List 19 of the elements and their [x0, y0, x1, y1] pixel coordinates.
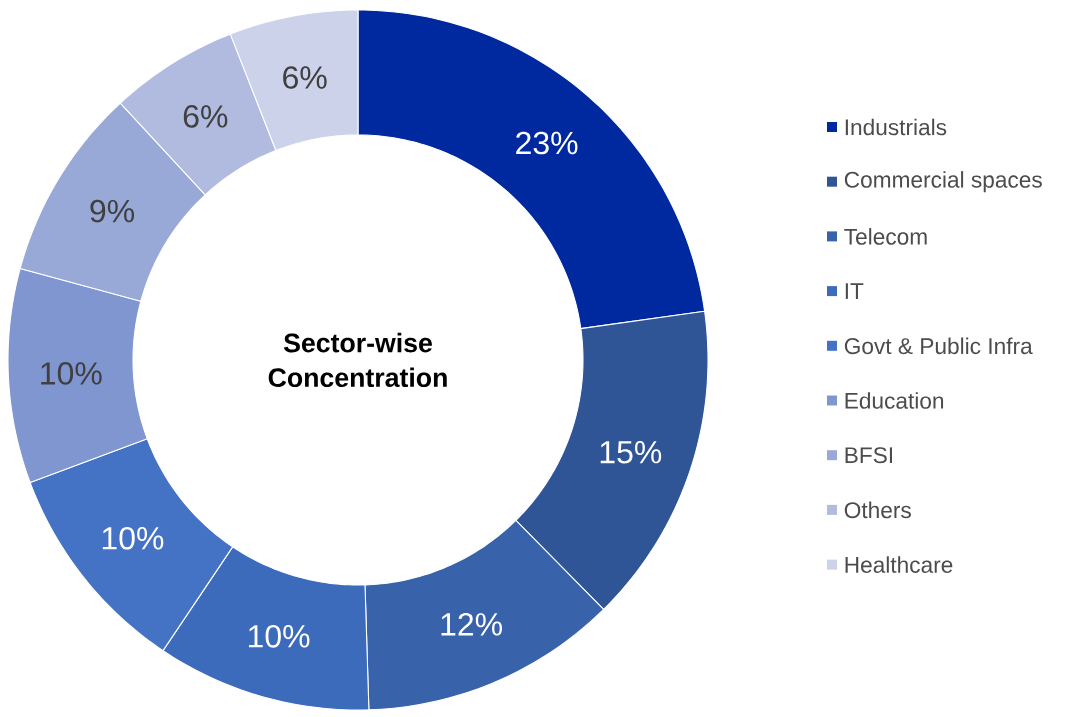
legend-label: BFSI: [845, 447, 893, 464]
data-label: 23%: [516, 131, 578, 155]
legend-label: Commercial spaces: [844, 171, 1042, 193]
data-label: 15%: [600, 440, 662, 464]
data-label: 10%: [248, 624, 310, 648]
data-label: 6%: [183, 105, 228, 128]
legend-label: Others: [844, 501, 911, 519]
legend-label: Education: [845, 392, 944, 409]
legend-label: Govt & Public Infra: [844, 337, 1033, 355]
legend-label: Telecom: [844, 228, 927, 245]
data-label: 10%: [102, 526, 164, 550]
text: Sector-wise Concentration: [268, 332, 447, 388]
legend-label: Healthcare: [845, 556, 953, 573]
data-label: 9%: [90, 199, 135, 223]
data-label: 10%: [41, 362, 102, 385]
legend-label: IT: [845, 283, 864, 299]
data-label: 12%: [441, 613, 502, 636]
legend-label: Industrials: [845, 118, 947, 136]
data-label: 6%: [283, 66, 327, 89]
